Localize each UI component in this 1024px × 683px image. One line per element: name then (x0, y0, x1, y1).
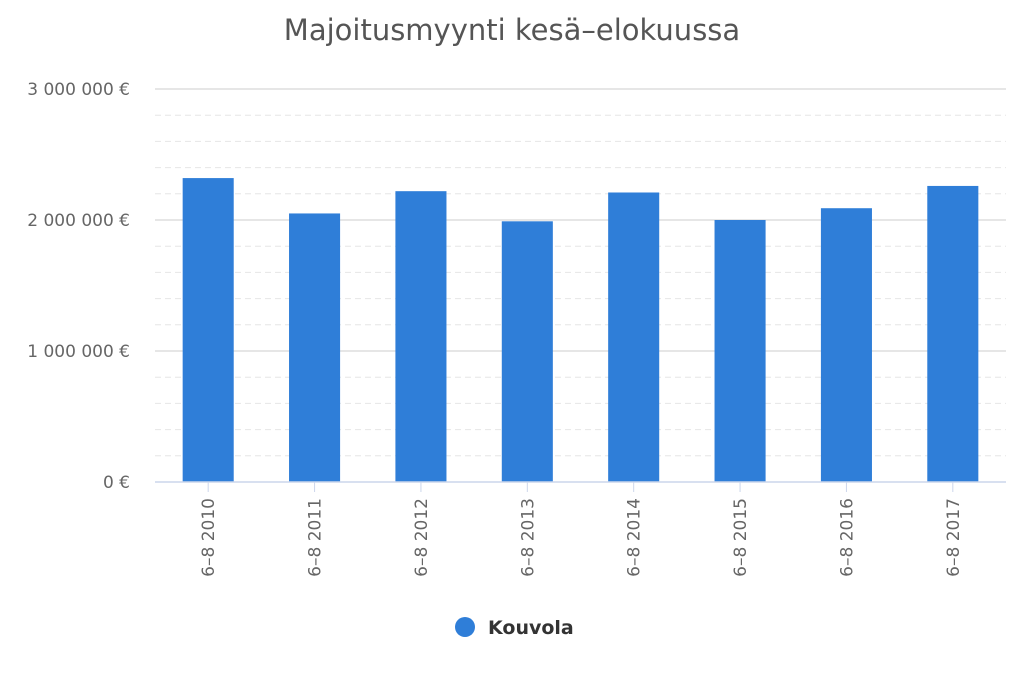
minor-gridlines (155, 114, 1006, 457)
x-tick-label: 6–8 2011 (306, 498, 326, 577)
legend-marker-icon (455, 617, 475, 637)
x-tick-label: 6–8 2013 (518, 498, 538, 577)
y-tick-label: 3 000 000 € (27, 80, 130, 100)
legend-label[interactable]: Kouvola (488, 617, 574, 639)
x-tick-label: 6–8 2016 (837, 498, 857, 577)
x-tick-label: 6–8 2014 (625, 498, 645, 577)
y-tick-label: 1 000 000 € (27, 342, 130, 362)
bar[interactable] (182, 178, 234, 482)
legend[interactable]: Kouvola (455, 617, 574, 639)
chart-title: Majoitusmyynti kesä–elokuussa (284, 13, 740, 47)
bars (182, 178, 979, 483)
x-tick-label: 6–8 2017 (944, 498, 964, 577)
bar[interactable] (714, 220, 766, 482)
x-axis-tick-marks (207, 482, 954, 492)
bar[interactable] (501, 221, 553, 482)
x-tick-label: 6–8 2010 (199, 498, 219, 577)
bar[interactable] (395, 191, 447, 482)
x-tick-label: 6–8 2012 (412, 498, 432, 577)
bar[interactable] (608, 192, 660, 483)
bar[interactable] (820, 208, 872, 482)
bar[interactable] (927, 185, 979, 482)
major-gridlines (155, 88, 1006, 352)
y-tick-label: 2 000 000 € (27, 211, 130, 231)
bar[interactable] (289, 213, 341, 482)
y-tick-label: 0 € (103, 473, 130, 493)
y-axis-tick-labels: 0 € 1 000 000 € 2 000 000 € 3 000 000 € (27, 80, 130, 493)
x-axis-tick-labels: 6–8 2010 6–8 2011 6–8 2012 6–8 2013 6–8 2014… (199, 498, 964, 577)
x-tick-label: 6–8 2015 (731, 498, 751, 577)
